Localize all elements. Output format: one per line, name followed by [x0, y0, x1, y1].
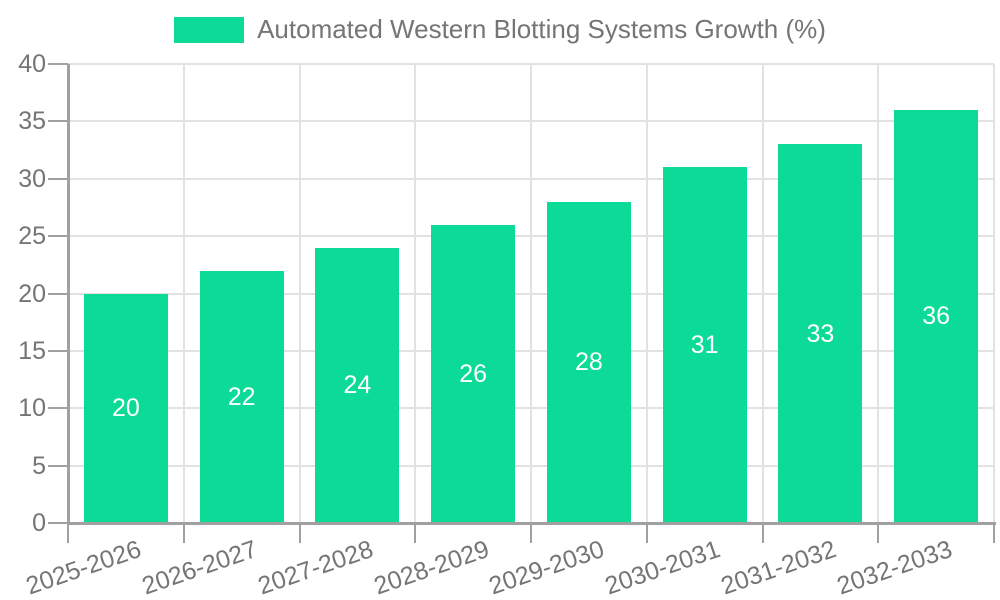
x-axis-line: [67, 522, 996, 525]
x-axis-tick: [414, 523, 417, 543]
bar-2028-2029[interactable]: [431, 224, 516, 523]
x-grid-line: [761, 64, 764, 523]
x-axis-tick: [182, 523, 185, 543]
x-category-label: 2030-2031: [601, 535, 724, 600]
x-grid-line: [414, 64, 417, 523]
y-axis-tick: [48, 235, 68, 238]
bar-value-label: 28: [574, 348, 603, 377]
y-tick-label: 0: [32, 509, 46, 537]
y-axis-tick: [48, 464, 68, 467]
bar-2029-2030[interactable]: [546, 201, 631, 523]
y-axis-tick: [48, 292, 68, 295]
x-category-label: 2032-2033: [833, 535, 956, 600]
bar-value-label: 33: [806, 319, 835, 348]
x-category-label: 2031-2032: [717, 535, 840, 600]
bar-2027-2028[interactable]: [315, 247, 400, 523]
x-axis-tick: [761, 523, 764, 543]
bar-2030-2031[interactable]: [662, 167, 747, 523]
y-axis-line: [67, 64, 70, 523]
bar-value-label: 26: [459, 359, 488, 388]
bar-value-label: 20: [111, 394, 140, 423]
x-axis-tick: [877, 523, 880, 543]
bar-2032-2033[interactable]: [894, 109, 979, 523]
y-axis-tick: [48, 177, 68, 180]
legend-label: Automated Western Blotting Systems Growt…: [257, 14, 826, 44]
x-axis-tick: [645, 523, 648, 543]
y-axis-tick: [48, 349, 68, 352]
x-category-label: 2027-2028: [254, 535, 377, 600]
x-grid-line: [645, 64, 648, 523]
bar-value-label: 24: [343, 371, 372, 400]
x-axis-tick: [67, 523, 69, 543]
y-axis-tick: [48, 407, 68, 410]
legend-item-growth[interactable]: Automated Western Blotting Systems Growt…: [174, 14, 826, 45]
x-grid-line: [993, 64, 995, 523]
y-tick-label: 30: [18, 164, 46, 193]
x-axis-tick: [530, 523, 532, 543]
bar-value-label: 31: [690, 331, 719, 360]
x-grid-line: [298, 64, 301, 523]
x-axis-tick: [993, 523, 995, 543]
bar-value-label: 36: [922, 302, 951, 331]
y-tick-label: 35: [18, 107, 46, 136]
bar-2026-2027[interactable]: [199, 270, 284, 523]
y-axis-tick: [48, 63, 68, 65]
bar-2031-2032[interactable]: [778, 144, 863, 523]
y-tick-label: 15: [18, 336, 46, 365]
bar-value-label: 22: [227, 382, 256, 411]
x-category-label: 2025-2026: [22, 535, 145, 600]
legend: Automated Western Blotting Systems Growt…: [0, 14, 1000, 45]
x-category-label: 2028-2029: [370, 535, 493, 600]
x-grid-line: [182, 64, 185, 523]
x-category-label: 2026-2027: [138, 535, 261, 600]
x-axis-tick: [298, 523, 301, 543]
y-tick-label: 40: [18, 50, 46, 78]
x-grid-line: [530, 64, 532, 523]
legend-swatch-icon: [174, 16, 245, 43]
x-category-label: 2029-2030: [485, 535, 608, 600]
x-grid-line: [877, 64, 880, 523]
y-tick-label: 10: [18, 394, 46, 423]
bar-2025-2026[interactable]: [83, 293, 168, 523]
y-axis-tick: [48, 522, 68, 524]
y-tick-label: 25: [18, 222, 46, 251]
y-tick-label: 20: [18, 279, 46, 308]
y-axis-tick: [48, 120, 68, 123]
y-tick-label: 5: [32, 451, 46, 480]
